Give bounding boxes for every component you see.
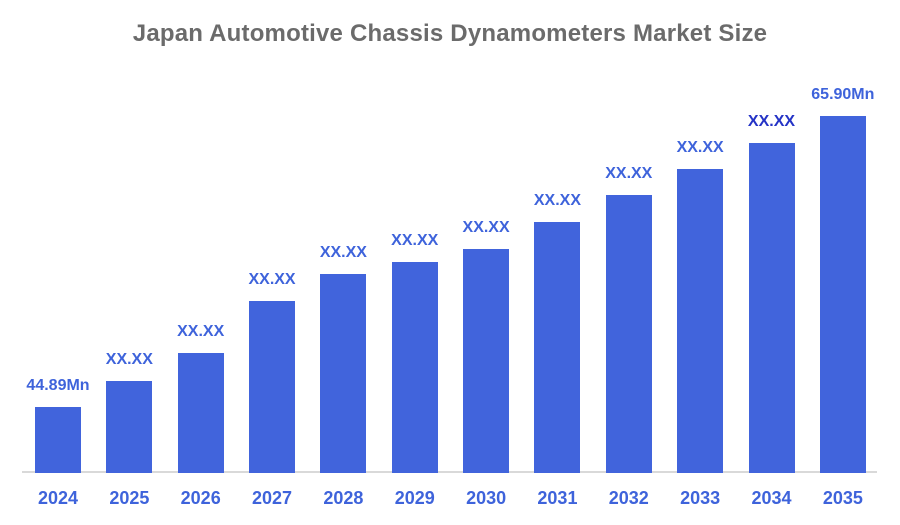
bar-value-label-2033: XX.XX	[676, 139, 724, 156]
x-axis-label-2035: 2035	[822, 488, 863, 508]
bar-2026	[177, 353, 224, 473]
bar-value-label-2026: XX.XX	[177, 323, 225, 340]
x-axis-label-2030: 2030	[466, 488, 507, 508]
bar-value-label-2034: XX.XX	[747, 113, 796, 130]
x-axis-label-2025: 2025	[109, 488, 150, 508]
x-axis-line	[22, 471, 877, 473]
bar-2025	[106, 381, 153, 473]
bar-value-label-2031: XX.XX	[533, 192, 581, 209]
x-axis-label-2028: 2028	[323, 488, 364, 508]
chart-title: Japan Automotive Chassis Dynamometers Ma…	[132, 20, 768, 47]
bar-2033	[677, 169, 724, 473]
x-axis-label-2031: 2031	[537, 488, 578, 508]
bar-value-label-2032: XX.XX	[605, 165, 653, 182]
bar-value-label-2030: XX.XX	[462, 219, 510, 236]
bar-2035	[819, 116, 866, 473]
bar-value-label-2025: XX.XX	[105, 351, 153, 368]
bar-2024	[35, 407, 81, 473]
x-axis-label-2024: 2024	[37, 488, 79, 508]
x-axis-label-2026: 2026	[180, 488, 221, 508]
bar-value-label-2027: XX.XX	[248, 271, 296, 288]
bar-2034	[748, 143, 795, 473]
bar-2030	[463, 249, 510, 473]
x-axis-label-2027: 2027	[252, 488, 293, 508]
bar-value-label-2029: XX.XX	[391, 232, 439, 249]
bar-value-label-2028: XX.XX	[319, 244, 367, 261]
bar-2027	[249, 301, 296, 473]
x-axis-label-2033: 2033	[680, 488, 721, 508]
bar-2029	[391, 262, 438, 473]
x-axis-label-2032: 2032	[608, 488, 649, 508]
bar-2031	[534, 222, 581, 473]
bar-2032	[605, 195, 652, 473]
bar-2028	[320, 274, 367, 473]
bar-value-label-2035: 65.90Mn	[811, 86, 875, 103]
x-axis-label-2029: 2029	[394, 488, 435, 508]
x-axis-label-2034: 2034	[751, 488, 792, 508]
bar-value-label-2024: 44.89Mn	[26, 377, 90, 394]
